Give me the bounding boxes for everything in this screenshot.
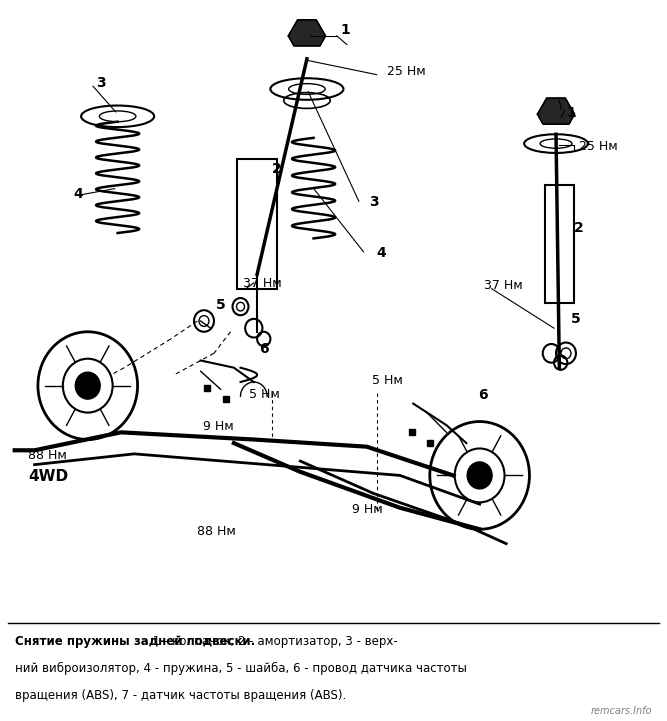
Text: 3: 3 [369,195,378,210]
Text: 4: 4 [73,187,83,201]
Text: 6: 6 [478,388,488,402]
Text: 6: 6 [259,342,269,356]
Text: 5 Нм: 5 Нм [249,389,280,402]
Text: 25 Нм: 25 Нм [579,140,618,153]
Text: 2: 2 [271,162,281,176]
Text: 37 Нм: 37 Нм [243,277,281,290]
Text: 5 Нм: 5 Нм [372,374,403,387]
Text: 9 Нм: 9 Нм [203,420,233,433]
Text: 37 Нм: 37 Нм [484,279,522,292]
Text: 88 Нм: 88 Нм [197,525,236,538]
Text: 5: 5 [572,312,581,326]
Polygon shape [538,98,574,124]
Text: ний виброизолятор, 4 - пружина, 5 - шайба, 6 - провод датчика частоты: ний виброизолятор, 4 - пружина, 5 - шайб… [15,662,466,676]
Text: 88 Нм: 88 Нм [28,448,67,462]
Text: 9 Нм: 9 Нм [352,503,383,516]
Text: 4: 4 [376,246,386,260]
Text: 25 Нм: 25 Нм [387,66,426,79]
Text: 1 - колпачок, 2 - амортизатор, 3 - верх-: 1 - колпачок, 2 - амортизатор, 3 - верх- [149,635,398,648]
Text: 1: 1 [340,23,350,37]
Text: 3: 3 [96,76,106,89]
Text: 4WD: 4WD [28,469,68,485]
Polygon shape [288,19,325,46]
Circle shape [467,462,492,489]
Text: 5: 5 [216,298,225,312]
Text: 1: 1 [566,106,576,120]
Circle shape [75,372,100,399]
Text: 2: 2 [574,221,584,235]
Text: Снятие пружины задней подвески.: Снятие пружины задней подвески. [15,635,255,648]
Text: вращения (ABS), 7 - датчик частоты вращения (ABS).: вращения (ABS), 7 - датчик частоты враще… [15,689,346,702]
Text: remcars.Info: remcars.Info [591,706,652,716]
